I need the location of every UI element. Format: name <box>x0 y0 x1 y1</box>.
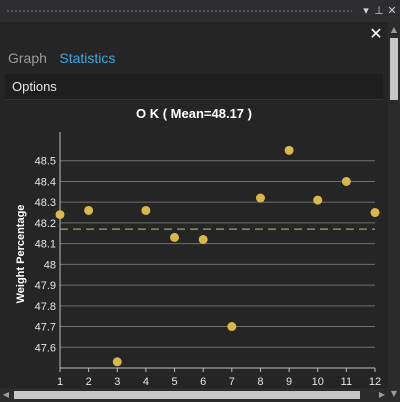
y-tick-label: 47.7 <box>35 322 56 334</box>
x-tick-label: 7 <box>229 376 235 386</box>
x-tick-label: 12 <box>369 376 381 386</box>
y-tick-label: 48.2 <box>35 218 56 230</box>
data-point <box>313 195 323 205</box>
y-tick-label: 48.3 <box>35 197 56 209</box>
x-tick-label: 3 <box>114 376 120 386</box>
options-label: Options <box>12 79 57 94</box>
data-point <box>341 176 351 186</box>
title-bar-grip[interactable] <box>6 9 352 13</box>
x-tick-label: 6 <box>200 376 206 386</box>
tab-graph[interactable]: Graph <box>8 50 47 66</box>
chart-svg: O K ( Mean=48.17 )47.647.747.847.94848.1… <box>15 106 381 388</box>
horizontal-scroll-thumb[interactable] <box>14 391 360 399</box>
pin-icon[interactable]: ⊥ <box>374 4 384 17</box>
y-tick-label: 48.1 <box>35 239 56 251</box>
options-header[interactable]: Options <box>5 74 383 100</box>
y-tick-label: 48.4 <box>35 176 56 188</box>
x-tick-label: 11 <box>341 376 352 386</box>
tab-statistics[interactable]: Statistics <box>59 50 116 66</box>
statistics-chart: O K ( Mean=48.17 ) 47.6 47.7 47.8 47.9 48 48.1… <box>0 100 388 388</box>
y-tick-label: 47.8 <box>35 301 56 313</box>
data-point <box>255 193 265 203</box>
data-point <box>227 322 237 332</box>
x-tick-label: 4 <box>143 376 149 386</box>
x-tick-label: 1 <box>57 376 63 386</box>
horizontal-scrollbar[interactable]: ◀ ▶ <box>0 388 388 402</box>
y-tick-label: 48 <box>44 259 56 271</box>
scroll-left-icon[interactable]: ◀ <box>2 390 10 399</box>
close-icon[interactable]: ✕ <box>387 4 397 17</box>
data-point <box>112 357 122 367</box>
y-tick-label: 47.9 <box>35 280 56 292</box>
vertical-scrollbar[interactable]: ▲ ▼ <box>388 22 400 402</box>
x-tick-label: 8 <box>257 376 263 386</box>
data-point <box>170 232 180 242</box>
dropdown-arrow-icon[interactable]: ▾ <box>363 4 369 17</box>
data-point <box>370 208 380 218</box>
data-point <box>141 205 151 215</box>
data-point <box>198 234 208 244</box>
vertical-scroll-thumb[interactable] <box>390 38 398 100</box>
scroll-down-icon[interactable]: ▼ <box>390 389 398 398</box>
panel-title-bar: ▾ ⊥ ✕ <box>0 0 400 22</box>
x-tick-label: 5 <box>171 376 177 386</box>
scroll-right-icon[interactable]: ▶ <box>378 390 386 399</box>
y-tick-label: 48.5 <box>35 156 56 168</box>
data-point <box>284 145 294 155</box>
y-axis-label: Weight Percentage <box>15 205 27 304</box>
x-tick-label: 10 <box>312 376 324 386</box>
scroll-up-icon[interactable]: ▲ <box>390 25 398 34</box>
x-tick-label: 2 <box>86 376 92 386</box>
data-point <box>55 210 65 220</box>
chart-title: O K ( Mean=48.17 ) <box>136 106 252 121</box>
x-tick-label: 9 <box>286 376 292 386</box>
y-tick-label: 47.6 <box>35 342 56 354</box>
data-point <box>84 205 94 215</box>
tab-bar: Graph Statistics <box>8 50 123 72</box>
close-panel-icon[interactable]: ✕ <box>369 24 383 43</box>
